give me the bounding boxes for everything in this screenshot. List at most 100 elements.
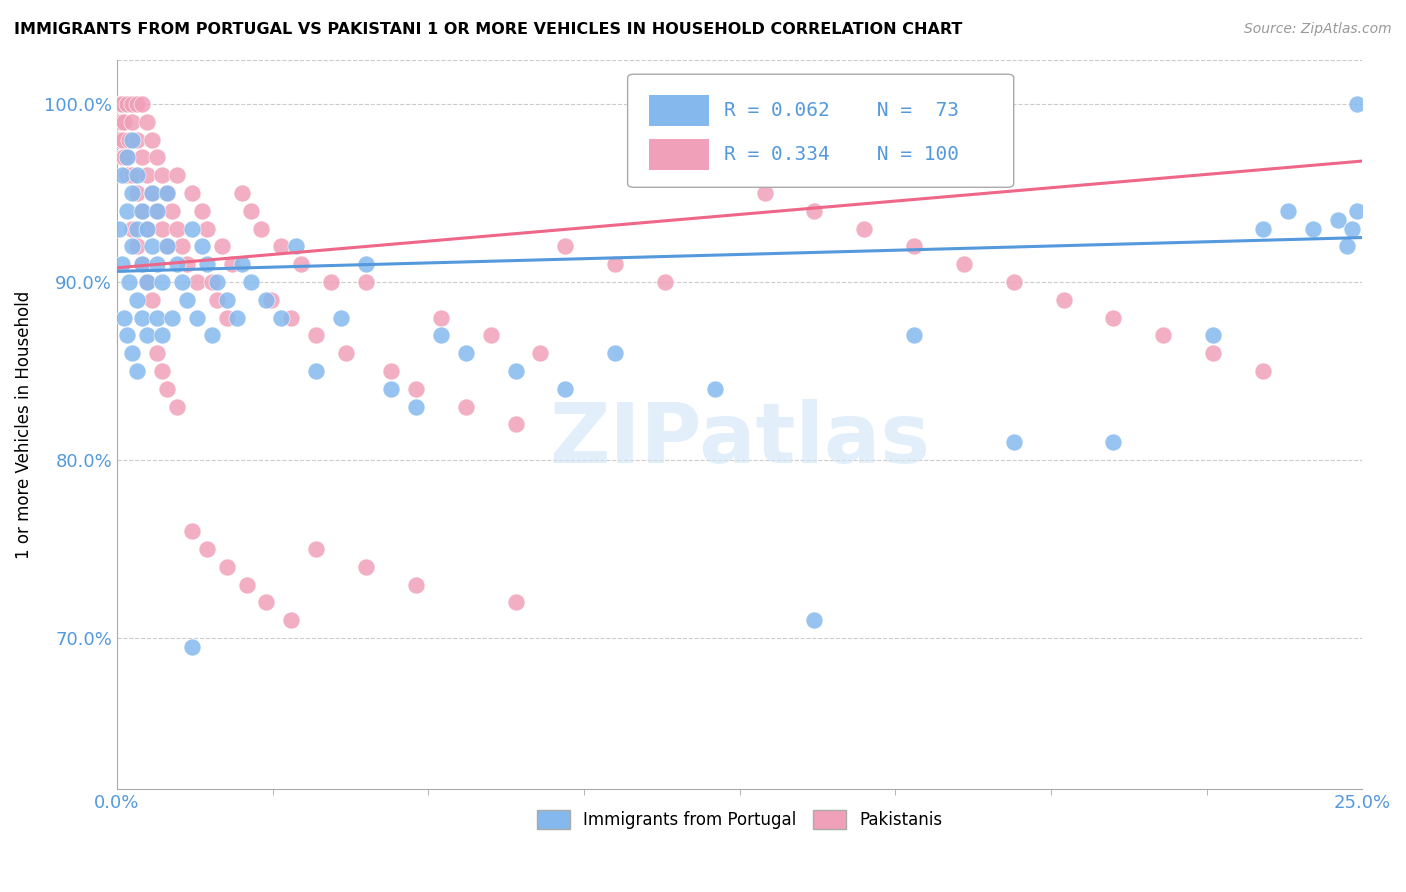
Point: [108, 97, 131, 112]
Point: [754, 186, 776, 200]
Point: [166, 221, 188, 235]
Point: [803, 613, 825, 627]
Point: [115, 151, 138, 165]
Point: [108, 221, 131, 235]
Point: [176, 293, 198, 307]
Point: [254, 293, 277, 307]
Point: [114, 310, 136, 325]
FancyBboxPatch shape: [648, 95, 709, 126]
Point: [170, 239, 193, 253]
Point: [280, 613, 302, 627]
Point: [111, 257, 134, 271]
Point: [290, 257, 312, 271]
Point: [115, 168, 138, 182]
Point: [270, 310, 292, 325]
Point: [454, 400, 477, 414]
Point: [166, 400, 188, 414]
Point: [1346, 97, 1368, 112]
Point: [505, 364, 527, 378]
Point: [654, 275, 676, 289]
Point: [1202, 346, 1225, 360]
Point: [554, 239, 576, 253]
Point: [554, 382, 576, 396]
Point: [125, 221, 148, 235]
Point: [131, 203, 153, 218]
Point: [903, 328, 925, 343]
Point: [1251, 364, 1274, 378]
Point: [160, 310, 183, 325]
Point: [703, 168, 725, 182]
Point: [330, 310, 353, 325]
Point: [107, 115, 129, 129]
Point: [280, 310, 302, 325]
Point: [354, 559, 377, 574]
Point: [321, 275, 343, 289]
Point: [240, 275, 263, 289]
Point: [215, 559, 238, 574]
Point: [156, 186, 179, 200]
Point: [180, 524, 202, 538]
Point: [125, 364, 148, 378]
Point: [176, 257, 198, 271]
Point: [953, 257, 976, 271]
Point: [479, 328, 502, 343]
Point: [121, 133, 143, 147]
Text: ZIPatlas: ZIPatlas: [550, 399, 931, 480]
Point: [125, 97, 148, 112]
Point: [135, 328, 157, 343]
Point: [354, 257, 377, 271]
Point: [156, 186, 179, 200]
Point: [803, 203, 825, 218]
Point: [1002, 435, 1025, 450]
Point: [231, 257, 253, 271]
Point: [190, 203, 212, 218]
Point: [121, 346, 143, 360]
Point: [108, 97, 131, 112]
Point: [150, 168, 173, 182]
Point: [454, 346, 477, 360]
Point: [125, 293, 148, 307]
Point: [240, 203, 263, 218]
Point: [125, 133, 148, 147]
Text: IMMIGRANTS FROM PORTUGAL VS PAKISTANI 1 OR MORE VEHICLES IN HOUSEHOLD CORRELATIO: IMMIGRANTS FROM PORTUGAL VS PAKISTANI 1 …: [14, 22, 963, 37]
Point: [505, 595, 527, 609]
Point: [111, 151, 134, 165]
Point: [215, 310, 238, 325]
Point: [1277, 203, 1299, 218]
Point: [205, 293, 228, 307]
Point: [1052, 293, 1074, 307]
Point: [111, 97, 134, 112]
Point: [215, 293, 238, 307]
Point: [195, 257, 218, 271]
Point: [135, 221, 157, 235]
Point: [111, 133, 134, 147]
Point: [211, 239, 233, 253]
Point: [131, 97, 153, 112]
Point: [131, 203, 153, 218]
Point: [146, 346, 169, 360]
Point: [146, 257, 169, 271]
Point: [529, 346, 551, 360]
Point: [141, 186, 163, 200]
Point: [1326, 212, 1348, 227]
Point: [405, 382, 427, 396]
Point: [150, 364, 173, 378]
Point: [170, 275, 193, 289]
Point: [180, 640, 202, 654]
Point: [121, 239, 143, 253]
Point: [285, 239, 308, 253]
Point: [125, 239, 148, 253]
Point: [118, 275, 141, 289]
FancyBboxPatch shape: [627, 74, 1014, 187]
Point: [1302, 221, 1324, 235]
Point: [135, 221, 157, 235]
Point: [1346, 203, 1368, 218]
Point: [114, 151, 136, 165]
Text: Source: ZipAtlas.com: Source: ZipAtlas.com: [1244, 22, 1392, 37]
Legend: Immigrants from Portugal, Pakistanis: Immigrants from Portugal, Pakistanis: [530, 803, 949, 836]
Point: [131, 151, 153, 165]
Point: [166, 257, 188, 271]
Point: [430, 310, 453, 325]
Point: [135, 275, 157, 289]
Point: [141, 293, 163, 307]
